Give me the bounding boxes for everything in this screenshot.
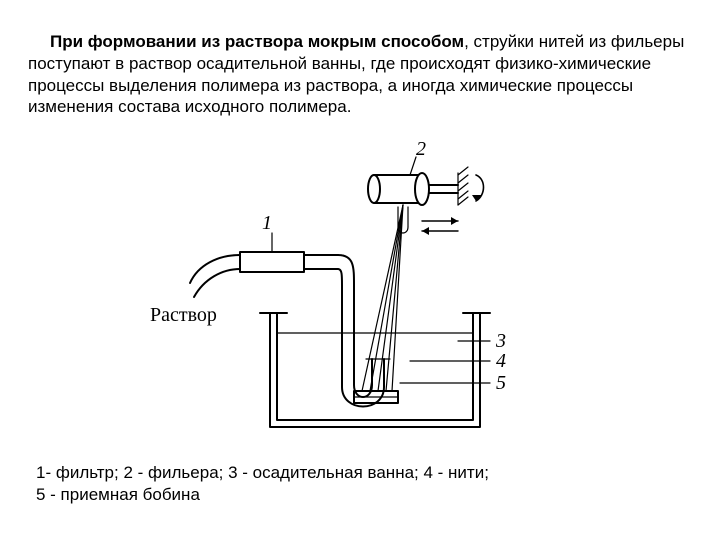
figure-caption: 1- фильтр; 2 - фильера; 3 - осадительная… xyxy=(36,462,489,506)
caption-line-1: 1- фильтр; 2 - фильера; 3 - осадительная… xyxy=(36,462,489,484)
label-2: 2 xyxy=(416,138,426,160)
caption-line-2: 5 - приемная бобина xyxy=(36,484,489,506)
intro-bold: При формовании из раствора мокрым способ… xyxy=(50,32,464,51)
page-root: При формовании из раствора мокрым способ… xyxy=(0,0,720,540)
label-4: 4 xyxy=(496,350,506,372)
diagram-container: Раствор 1 2 3 4 5 xyxy=(28,135,692,465)
label-3: 3 xyxy=(495,330,506,352)
wet-spinning-diagram: Раствор 1 2 3 4 5 xyxy=(140,135,580,455)
label-solution: Раствор xyxy=(150,304,217,326)
label-5: 5 xyxy=(496,372,506,394)
intro-paragraph: При формовании из раствора мокрым способ… xyxy=(28,31,692,118)
label-1: 1 xyxy=(262,212,272,234)
